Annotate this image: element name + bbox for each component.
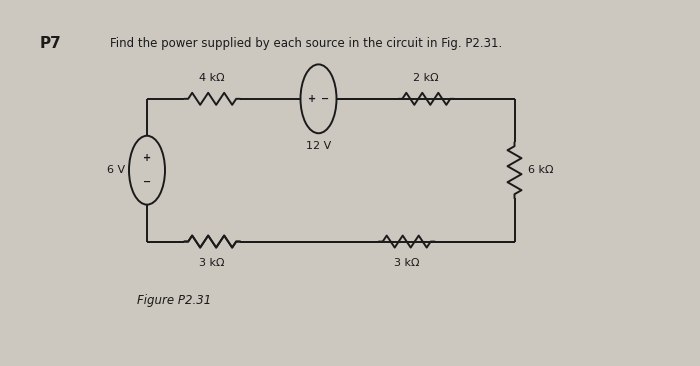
Text: P7: P7 [40,37,62,51]
Text: 4 kΩ: 4 kΩ [199,73,225,83]
Text: 2 kΩ: 2 kΩ [414,73,439,83]
Text: −: − [143,177,151,187]
Text: Find the power supplied by each source in the circuit in Fig. P2.31.: Find the power supplied by each source i… [110,37,503,51]
Text: 6 V: 6 V [107,165,125,175]
Text: +: + [308,94,316,104]
Text: −: − [321,94,329,104]
Text: Figure P2.31: Figure P2.31 [137,294,211,307]
Text: 6 kΩ: 6 kΩ [528,165,553,175]
Text: +: + [143,153,151,163]
Text: 12 V: 12 V [306,141,331,151]
Text: 3 kΩ: 3 kΩ [394,258,419,268]
Text: 3 kΩ: 3 kΩ [199,258,225,268]
